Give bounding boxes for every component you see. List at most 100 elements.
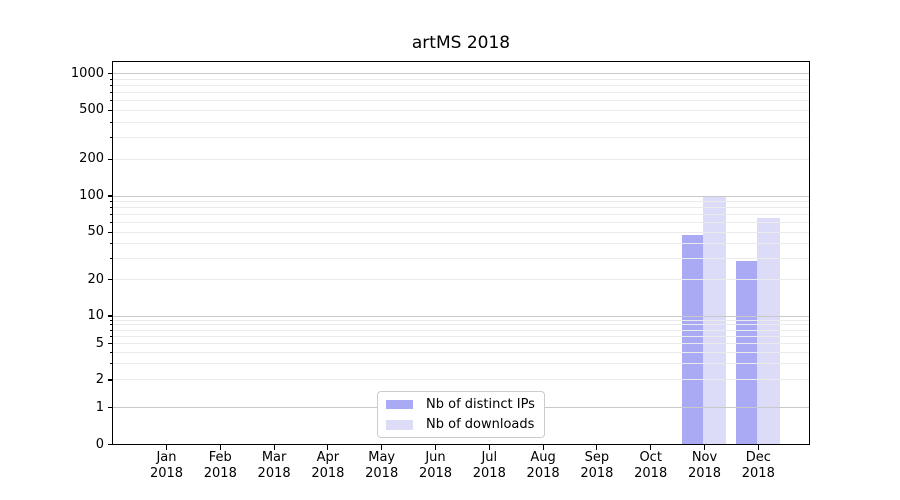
y-tick-label: 10: [87, 308, 104, 323]
y-tick-label: 20: [87, 271, 104, 287]
bar-distinct-ips-nov: [681, 235, 704, 445]
y-gridline-minor: [112, 84, 810, 86]
legend-label-distinct-ips: Nb of distinct IPs: [426, 396, 535, 412]
y-tick-label: 100: [79, 188, 104, 203]
y-gridline-minor: [112, 243, 810, 245]
y-gridline-minor: [112, 351, 810, 353]
y-gridline-minor: [112, 78, 810, 80]
y-gridline-minor: [112, 137, 810, 139]
x-tick-mark: [757, 445, 759, 450]
x-tick-label: Sep 2018: [580, 450, 614, 481]
y-tick-label: 5: [95, 335, 104, 351]
y-gridline-minor: [112, 109, 810, 111]
x-tick-mark: [650, 445, 652, 450]
y-tick-mark-minor: [109, 351, 112, 353]
y-gridline-minor: [112, 100, 810, 102]
x-tick-label: Jun 2018: [418, 450, 453, 481]
x-tick-mark: [273, 445, 275, 450]
y-tick-mark-minor: [109, 109, 112, 111]
y-tick-mark-minor: [109, 379, 112, 381]
y-tick-mark-minor: [109, 222, 112, 224]
x-tick-label: Feb 2018: [203, 450, 237, 481]
y-gridline-minor: [112, 121, 810, 123]
y-tick-mark: [107, 443, 112, 446]
x-tick-label: Aug 2018: [526, 450, 560, 481]
y-tick-mark-minor: [109, 100, 112, 102]
legend-item-downloads: Nb of downloads: [386, 416, 538, 435]
legend-swatch-downloads-icon: [386, 420, 413, 430]
x-tick-mark: [488, 445, 490, 450]
y-tick-label: 2: [95, 371, 104, 387]
y-tick-mark-minor: [109, 84, 112, 86]
x-tick-label: Nov 2018: [687, 450, 722, 481]
y-tick-mark-minor: [109, 78, 112, 80]
y-gridline-major: [112, 315, 810, 317]
legend-label-downloads: Nb of downloads: [426, 417, 535, 433]
y-tick-mark-minor: [109, 231, 112, 233]
y-tick-mark-minor: [109, 319, 112, 321]
y-tick-label: 500: [79, 102, 104, 118]
x-tick-label: Dec 2018: [741, 450, 775, 481]
x-tick-mark: [327, 445, 329, 450]
y-tick-mark-minor: [109, 258, 112, 260]
y-tick-mark-minor: [109, 121, 112, 123]
y-tick-mark-minor: [109, 91, 112, 93]
y-tick-mark: [107, 315, 112, 317]
y-tick-mark-minor: [109, 137, 112, 139]
y-tick-label: 200: [79, 151, 104, 167]
x-tick-label: Jan 2018: [149, 450, 184, 481]
x-tick-mark: [596, 445, 598, 450]
y-tick-mark-minor: [109, 243, 112, 245]
x-tick-mark: [381, 445, 383, 450]
y-gridline-minor: [112, 231, 810, 233]
x-tick-label: Oct 2018: [634, 450, 668, 481]
y-gridline-minor: [112, 222, 810, 224]
y-tick-mark-minor: [109, 329, 112, 331]
y-gridline-minor: [112, 329, 810, 331]
x-tick-label: Apr 2018: [311, 450, 345, 481]
y-gridline-minor: [112, 279, 810, 281]
y-tick-label: 1000: [70, 65, 104, 81]
chart-title: artMS 2018: [411, 33, 511, 53]
y-tick-label: 50: [87, 224, 104, 240]
y-gridline-minor: [112, 379, 810, 381]
y-gridline-minor: [112, 91, 810, 93]
y-gridline-minor: [112, 343, 810, 345]
y-gridline-minor: [112, 319, 810, 321]
y-tick-mark: [107, 406, 112, 409]
y-tick-mark: [107, 195, 112, 197]
y-gridline-minor: [112, 363, 810, 365]
y-gridline-minor: [112, 200, 810, 202]
y-tick-mark: [107, 72, 112, 75]
legend-swatch-distinct-ips-icon: [386, 399, 413, 409]
plot-area: [112, 61, 810, 445]
y-tick-label: 1: [95, 399, 104, 415]
x-tick-label: Jul 2018: [472, 450, 506, 481]
y-gridline-minor: [112, 335, 810, 337]
y-tick-mark-minor: [109, 214, 112, 216]
y-tick-mark-minor: [109, 343, 112, 345]
y-gridline-minor: [112, 258, 810, 260]
y-tick-mark-minor: [109, 324, 112, 326]
legend: Nb of distinct IPs Nb of downloads: [377, 391, 545, 438]
x-tick-mark: [219, 445, 221, 450]
y-tick-mark-minor: [109, 200, 112, 202]
x-tick-mark: [165, 445, 168, 450]
y-gridline-minor: [112, 324, 810, 326]
legend-item-distinct-ips: Nb of distinct IPs: [386, 395, 538, 414]
y-gridline-major: [112, 73, 810, 74]
x-tick-mark: [542, 445, 544, 450]
y-tick-label: 0: [95, 436, 104, 452]
x-tick-label: May 2018: [365, 450, 399, 481]
y-gridline-major: [112, 195, 810, 197]
y-tick-mark-minor: [109, 158, 112, 160]
x-tick-mark: [703, 445, 706, 450]
x-tick-mark: [434, 445, 437, 450]
y-tick-mark-minor: [109, 335, 112, 337]
x-tick-label: Mar 2018: [257, 450, 291, 481]
y-gridline-minor: [112, 207, 810, 209]
y-tick-mark-minor: [109, 207, 112, 209]
bar-downloads-dec: [757, 218, 780, 445]
y-tick-mark-minor: [109, 279, 112, 281]
